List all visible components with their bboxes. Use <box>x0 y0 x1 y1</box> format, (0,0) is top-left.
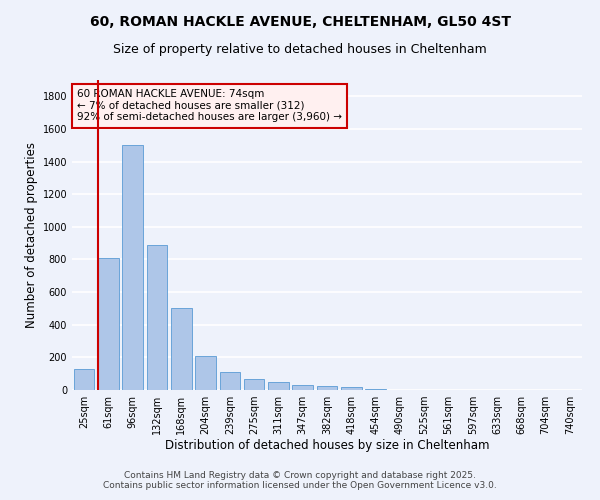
Bar <box>122 146 143 390</box>
Bar <box>220 372 240 390</box>
Y-axis label: Number of detached properties: Number of detached properties <box>25 142 38 328</box>
Bar <box>268 382 289 390</box>
Text: Contains HM Land Registry data © Crown copyright and database right 2025.
Contai: Contains HM Land Registry data © Crown c… <box>103 470 497 490</box>
Bar <box>365 388 386 390</box>
Bar <box>74 369 94 390</box>
Bar <box>292 384 313 390</box>
Bar <box>146 245 167 390</box>
X-axis label: Distribution of detached houses by size in Cheltenham: Distribution of detached houses by size … <box>165 438 489 452</box>
Text: 60, ROMAN HACKLE AVENUE, CHELTENHAM, GL50 4ST: 60, ROMAN HACKLE AVENUE, CHELTENHAM, GL5… <box>89 15 511 29</box>
Bar <box>341 387 362 390</box>
Bar <box>171 308 191 390</box>
Bar <box>317 386 337 390</box>
Text: Size of property relative to detached houses in Cheltenham: Size of property relative to detached ho… <box>113 42 487 56</box>
Text: 60 ROMAN HACKLE AVENUE: 74sqm
← 7% of detached houses are smaller (312)
92% of s: 60 ROMAN HACKLE AVENUE: 74sqm ← 7% of de… <box>77 90 342 122</box>
Bar <box>98 258 119 390</box>
Bar <box>244 380 265 390</box>
Bar <box>195 356 216 390</box>
